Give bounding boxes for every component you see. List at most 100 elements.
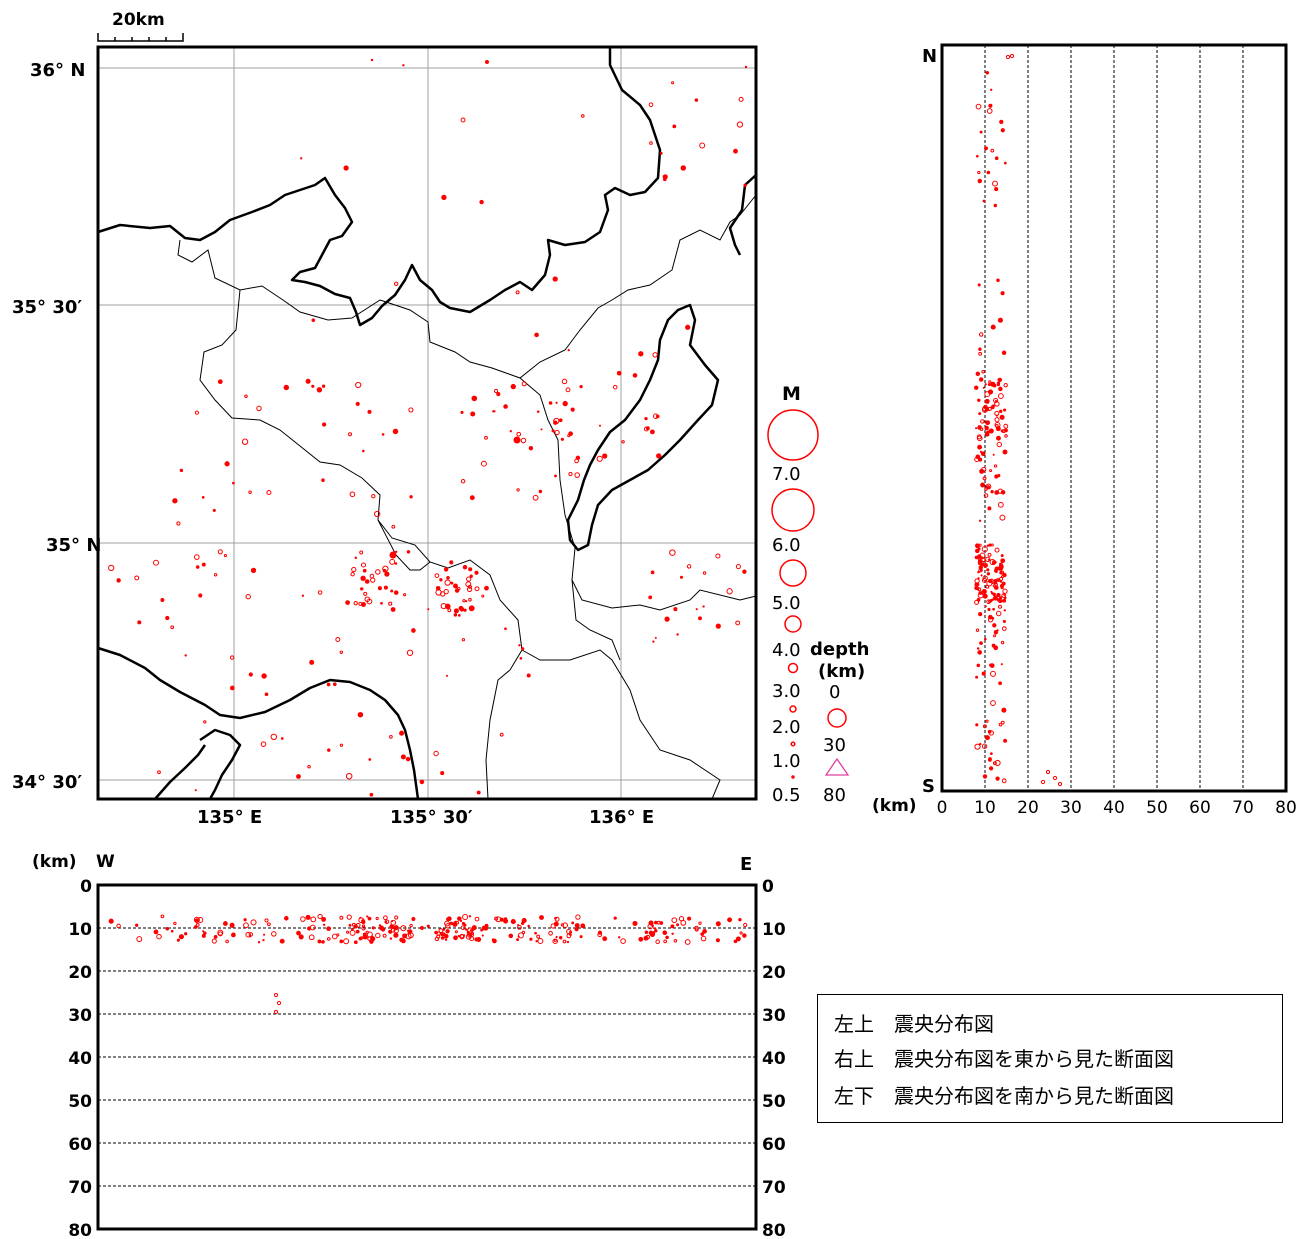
quake-marker <box>116 923 121 929</box>
quake-marker <box>467 584 472 589</box>
quake-marker <box>317 939 322 944</box>
quake-marker <box>394 281 399 286</box>
quake-marker <box>453 585 456 588</box>
quake-marker <box>995 424 999 428</box>
quake-marker <box>574 927 579 932</box>
quake-marker <box>492 410 495 413</box>
quake-marker <box>374 510 381 518</box>
mag-7: 7.0 <box>772 464 801 485</box>
quake-marker <box>999 409 1003 413</box>
quake-marker <box>996 592 1001 598</box>
quake-marker <box>992 582 995 585</box>
quake-marker <box>332 682 337 687</box>
quake-marker <box>1002 588 1008 594</box>
quake-marker <box>176 521 181 526</box>
quake-marker <box>326 682 331 687</box>
quake-marker <box>309 659 315 665</box>
ew-tick-label: 30 <box>68 1006 92 1026</box>
caption-text: 震央分布図を東から見た断面図 <box>894 1047 1174 1071</box>
quake-marker <box>979 450 983 454</box>
quake-marker <box>310 916 317 923</box>
quake-marker <box>570 407 575 412</box>
quake-marker <box>973 385 979 390</box>
quake-marker <box>406 550 411 554</box>
quake-marker <box>476 790 481 795</box>
quake-marker <box>459 933 465 940</box>
epicenter-map: 36° N 35° 30′ 35° N 34° 30′ 135° E 135° … <box>12 45 758 828</box>
quake-marker <box>984 605 987 608</box>
quake-marker <box>1000 554 1004 558</box>
quake-marker <box>984 398 990 404</box>
quake-marker <box>975 543 980 549</box>
mag-2: 2.0 <box>772 717 801 738</box>
quake-marker <box>380 601 383 605</box>
ns-tick-label: 10 <box>974 798 996 818</box>
caption-pos: 左上 <box>834 1012 874 1036</box>
quake-marker <box>442 928 446 931</box>
quake-marker <box>480 928 484 932</box>
quake-marker <box>390 919 397 926</box>
quake-marker <box>270 733 278 741</box>
quake-marker <box>346 914 352 920</box>
quake-marker <box>248 672 253 677</box>
quake-marker <box>446 575 450 580</box>
quake-marker <box>311 384 315 388</box>
ew-tick-label: 80 <box>68 1221 92 1239</box>
quake-marker <box>452 921 458 927</box>
quake-marker <box>394 915 399 920</box>
quake-marker <box>474 586 480 592</box>
quake-marker <box>676 633 679 636</box>
quake-marker <box>687 916 692 921</box>
quake-marker <box>370 58 374 62</box>
quake-marker <box>552 938 558 944</box>
quake-marker <box>580 114 585 118</box>
quake-marker <box>643 426 649 432</box>
quake-marker <box>733 939 738 944</box>
quake-marker <box>596 455 603 462</box>
quake-marker <box>981 406 988 413</box>
quake-marker <box>399 730 405 736</box>
quake-marker <box>224 461 230 467</box>
quake-marker <box>562 400 568 407</box>
quake-marker <box>449 560 454 565</box>
quake-marker <box>116 578 121 583</box>
quake-marker <box>203 720 207 724</box>
ew-tick-label: 20 <box>68 963 92 983</box>
quake-marker <box>509 430 512 433</box>
quake-marker <box>360 587 364 591</box>
ew-tick-label: 50 <box>762 1092 786 1112</box>
quake-marker <box>195 922 200 927</box>
quake-marker <box>369 792 374 797</box>
quake-marker <box>726 588 733 595</box>
quake-marker <box>375 569 381 575</box>
quake-marker <box>439 578 443 582</box>
quake-marker <box>996 629 999 632</box>
quake-marker <box>461 638 466 642</box>
quake-marker <box>353 601 358 606</box>
quake-marker <box>355 922 361 928</box>
quake-marker <box>521 647 525 651</box>
quake-marker <box>262 938 265 942</box>
quake-marker <box>468 605 475 612</box>
quake-marker <box>982 774 988 779</box>
quake-marker <box>975 427 978 430</box>
quake-marker <box>579 384 583 389</box>
quake-marker <box>985 556 991 563</box>
quake-marker <box>470 411 476 417</box>
quake-marker <box>194 789 197 792</box>
quake-marker <box>263 933 266 936</box>
quake-marker <box>384 571 390 577</box>
quake-marker <box>995 776 1000 781</box>
quake-marker <box>579 935 583 939</box>
lat-label-34-30: 34° 30′ <box>12 772 82 793</box>
quake-marker <box>987 617 994 623</box>
quake-marker <box>256 405 262 412</box>
quake-marker <box>201 496 205 499</box>
quake-marker <box>988 730 994 736</box>
quake-marker <box>367 409 372 414</box>
quake-marker <box>349 491 356 498</box>
quake-marker <box>671 917 678 924</box>
quake-marker <box>993 560 997 564</box>
quake-marker <box>977 650 983 655</box>
quake-marker <box>998 576 1004 582</box>
